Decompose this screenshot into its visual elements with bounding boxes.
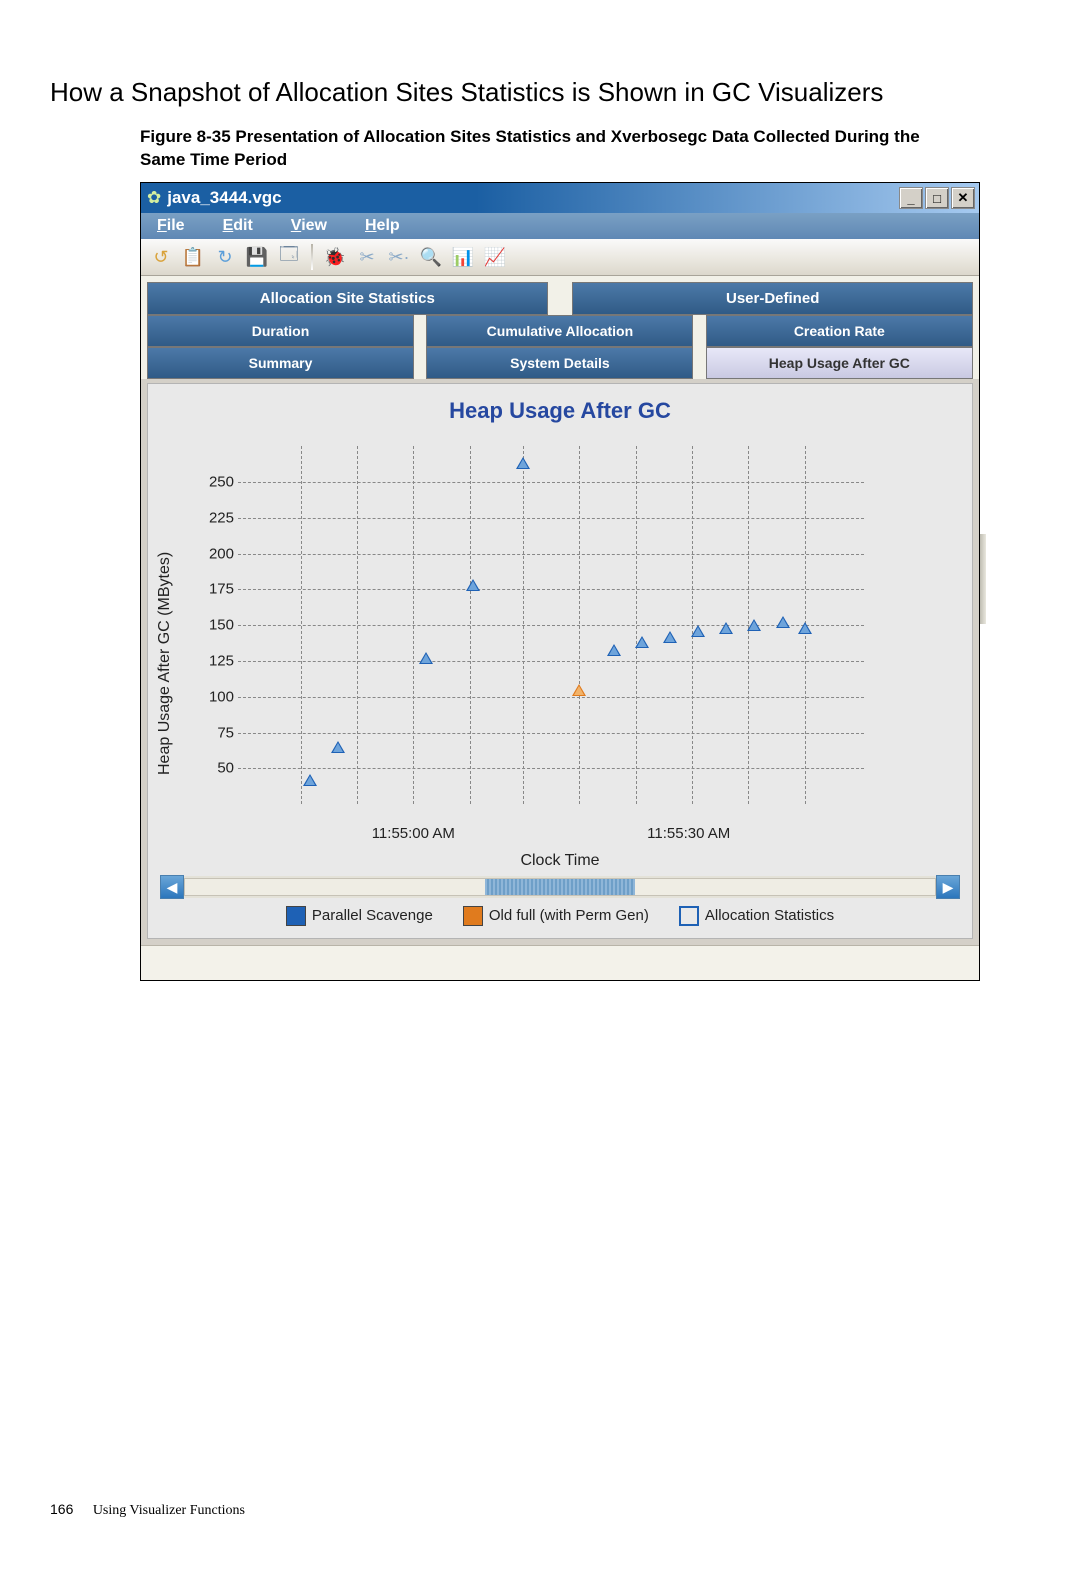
gridline-v (579, 446, 580, 804)
sub-tab[interactable]: Duration (147, 315, 414, 347)
legend-item: Allocation Statistics (679, 906, 834, 926)
minimize-button[interactable]: _ (899, 187, 923, 209)
y-tick-label: 200 (194, 545, 234, 562)
y-tick-label: 175 (194, 581, 234, 598)
close-button[interactable]: ✕ (951, 187, 975, 209)
chart-marker (331, 741, 345, 753)
scroll-right-button[interactable]: ▶ (936, 875, 960, 899)
y-tick-label: 125 (194, 653, 234, 670)
gridline-h (238, 589, 864, 590)
primary-tab[interactable]: User-Defined (572, 282, 973, 315)
gridline-v (301, 446, 302, 804)
toolbar-button-10[interactable]: 📊 (449, 243, 477, 271)
chart-marker (635, 636, 649, 648)
vertical-scroll-indicator[interactable] (980, 534, 986, 624)
toolbar-button-11[interactable]: 📈 (481, 243, 509, 271)
menu-view[interactable]: View (291, 217, 327, 235)
gridline-h (238, 518, 864, 519)
scroll-left-button[interactable]: ◀ (160, 875, 184, 899)
primary-tab-row: Allocation Site Statistics User-Defined (141, 276, 979, 315)
y-tick-label: 75 (194, 724, 234, 741)
toolbar-button-9[interactable]: 🔍 (417, 243, 445, 271)
gridline-h (238, 554, 864, 555)
gridline-h (238, 768, 864, 769)
chart-marker (776, 616, 790, 628)
gc-visualizer-window: ✿ java_3444.vgc _ □ ✕ File Edit View Hel… (140, 182, 980, 981)
toolbar-button-7[interactable]: ✂ (353, 243, 381, 271)
gridline-h (238, 697, 864, 698)
chart-title: Heap Usage After GC (154, 398, 966, 424)
toolbar-button-8[interactable]: ✂· (385, 243, 413, 271)
gridline-h (238, 625, 864, 626)
scroll-thumb[interactable] (485, 879, 635, 895)
toolbar-separator (311, 244, 313, 270)
sub-tab[interactable]: Cumulative Allocation (426, 315, 693, 347)
chart-marker (607, 644, 621, 656)
toolbar-button-4[interactable]: 🗔 (275, 243, 303, 271)
app-icon: ✿ (147, 188, 161, 208)
y-axis-label: Heap Usage After GC (MBytes) (154, 438, 174, 818)
chart-marker (419, 652, 433, 664)
x-axis-label: Clock Time (154, 852, 966, 870)
sub-tab[interactable]: System Details (426, 347, 693, 379)
chart-marker (719, 622, 733, 634)
section-heading: How a Snapshot of Allocation Sites Stati… (50, 77, 1030, 108)
gridline-v (357, 446, 358, 804)
sub-tab[interactable]: Summary (147, 347, 414, 379)
toolbar-button-6[interactable]: 🐞 (321, 243, 349, 271)
gridline-v (470, 446, 471, 804)
x-tick-label: 11:55:30 AM (647, 825, 730, 842)
chart-marker (572, 684, 586, 696)
sub-tab[interactable]: Creation Rate (706, 315, 973, 347)
y-tick-label: 225 (194, 509, 234, 526)
menu-help[interactable]: Help (365, 217, 400, 235)
toolbar-button-0[interactable]: ↺ (147, 243, 175, 271)
sub-tab[interactable]: Heap Usage After GC (706, 347, 973, 379)
chart-marker (663, 631, 677, 643)
figure-caption: Figure 8-35 Presentation of Allocation S… (140, 126, 960, 172)
toolbar: ↺📋↻💾🗔 🐞✂✂·🔍📊📈 (141, 239, 979, 276)
menu-bar: File Edit View Help (141, 213, 979, 239)
plot-area: 507510012515017520022525011:55:00 AM11:5… (174, 438, 874, 818)
footer-section-name: Using Visualizer Functions (93, 1503, 245, 1518)
chart-marker (516, 457, 530, 469)
x-tick-label: 11:55:00 AM (372, 825, 455, 842)
y-tick-label: 250 (194, 474, 234, 491)
chart-marker (747, 619, 761, 631)
primary-tab[interactable]: Allocation Site Statistics (147, 282, 548, 315)
toolbar-button-1[interactable]: 📋 (179, 243, 207, 271)
legend-item: Old full (with Perm Gen) (463, 906, 649, 926)
secondary-tab-rows: Duration Cumulative Allocation Creation Ra… (141, 315, 979, 379)
window-title: java_3444.vgc (167, 188, 281, 208)
gridline-v (523, 446, 524, 804)
legend-item: Parallel Scavenge (286, 906, 433, 926)
page-footer: 166 Using Visualizer Functions (50, 1501, 1030, 1519)
footer-page-number: 166 (50, 1501, 73, 1517)
chart-card: Heap Usage After GC Heap Usage After GC … (147, 383, 973, 939)
menu-file[interactable]: File (157, 217, 185, 235)
chart-marker (466, 579, 480, 591)
gridline-h (238, 661, 864, 662)
scroll-track[interactable] (184, 878, 936, 896)
toolbar-button-2[interactable]: ↻ (211, 243, 239, 271)
gridline-v (636, 446, 637, 804)
gridline-h (238, 733, 864, 734)
y-tick-label: 100 (194, 688, 234, 705)
chart-marker (303, 774, 317, 786)
y-tick-label: 150 (194, 617, 234, 634)
y-tick-label: 50 (194, 760, 234, 777)
horizontal-scrollbar[interactable]: ◀ ▶ (160, 876, 960, 898)
maximize-button[interactable]: □ (925, 187, 949, 209)
toolbar-button-3[interactable]: 💾 (243, 243, 271, 271)
title-bar: ✿ java_3444.vgc _ □ ✕ (141, 183, 979, 213)
chart-legend: Parallel Scavenge Old full (with Perm Gen… (154, 906, 966, 926)
gridline-v (413, 446, 414, 804)
status-bar (141, 945, 979, 980)
gridline-h (238, 482, 864, 483)
chart-marker (798, 622, 812, 634)
chart-marker (691, 625, 705, 637)
menu-edit[interactable]: Edit (223, 217, 253, 235)
